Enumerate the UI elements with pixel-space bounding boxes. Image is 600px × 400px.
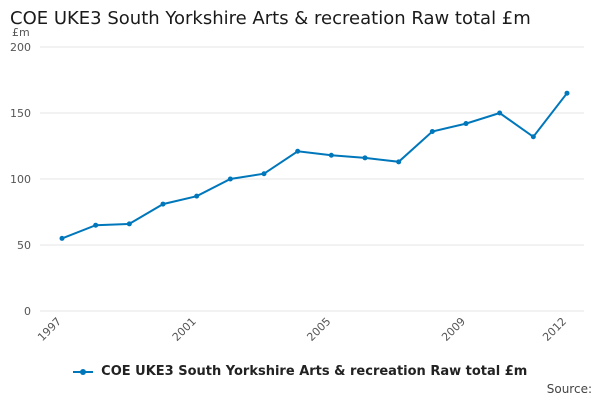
data-point[interactable] — [160, 201, 166, 207]
data-point[interactable] — [93, 222, 99, 228]
y-tick-label: 50 — [17, 239, 31, 252]
data-point[interactable] — [429, 128, 435, 134]
x-tick-label: 1997 — [35, 315, 64, 344]
y-tick-label: 0 — [24, 305, 31, 318]
legend-label: COE UKE3 South Yorkshire Arts & recreati… — [101, 364, 528, 379]
data-point[interactable] — [463, 121, 469, 127]
gridlines — [40, 46, 584, 312]
data-point[interactable] — [194, 193, 200, 199]
data-point[interactable] — [530, 134, 536, 140]
data-point[interactable] — [497, 110, 503, 116]
x-tick-label: 2009 — [439, 315, 468, 344]
source-label: Source: — [546, 382, 592, 396]
data-point[interactable] — [126, 221, 132, 227]
series-line — [61, 92, 568, 240]
chart-title: COE UKE3 South Yorkshire Arts & recreati… — [10, 8, 531, 29]
data-point[interactable] — [564, 90, 570, 96]
data-point[interactable] — [362, 155, 368, 161]
data-point[interactable] — [227, 176, 233, 182]
data-point[interactable] — [295, 148, 301, 154]
data-point[interactable] — [261, 171, 267, 177]
data-point[interactable] — [328, 152, 334, 158]
x-tick-label: 2005 — [304, 315, 333, 344]
x-axis-ticks: 1997 2001 2005 2009 2012 — [35, 315, 569, 344]
data-point[interactable] — [59, 235, 65, 241]
y-tick-label: 150 — [10, 107, 31, 120]
legend[interactable]: COE UKE3 South Yorkshire Arts & recreati… — [0, 364, 600, 379]
y-tick-label: 200 — [10, 41, 31, 54]
y-axis-ticks: 0 50 100 150 200 — [10, 41, 31, 318]
y-axis-unit-label: £m — [12, 26, 30, 39]
series-group — [59, 90, 570, 241]
x-tick-label: 2012 — [540, 315, 569, 344]
legend-swatch-icon — [72, 368, 93, 375]
x-tick-label: 2001 — [170, 315, 199, 344]
data-point[interactable] — [396, 159, 402, 165]
y-tick-label: 100 — [10, 173, 31, 186]
